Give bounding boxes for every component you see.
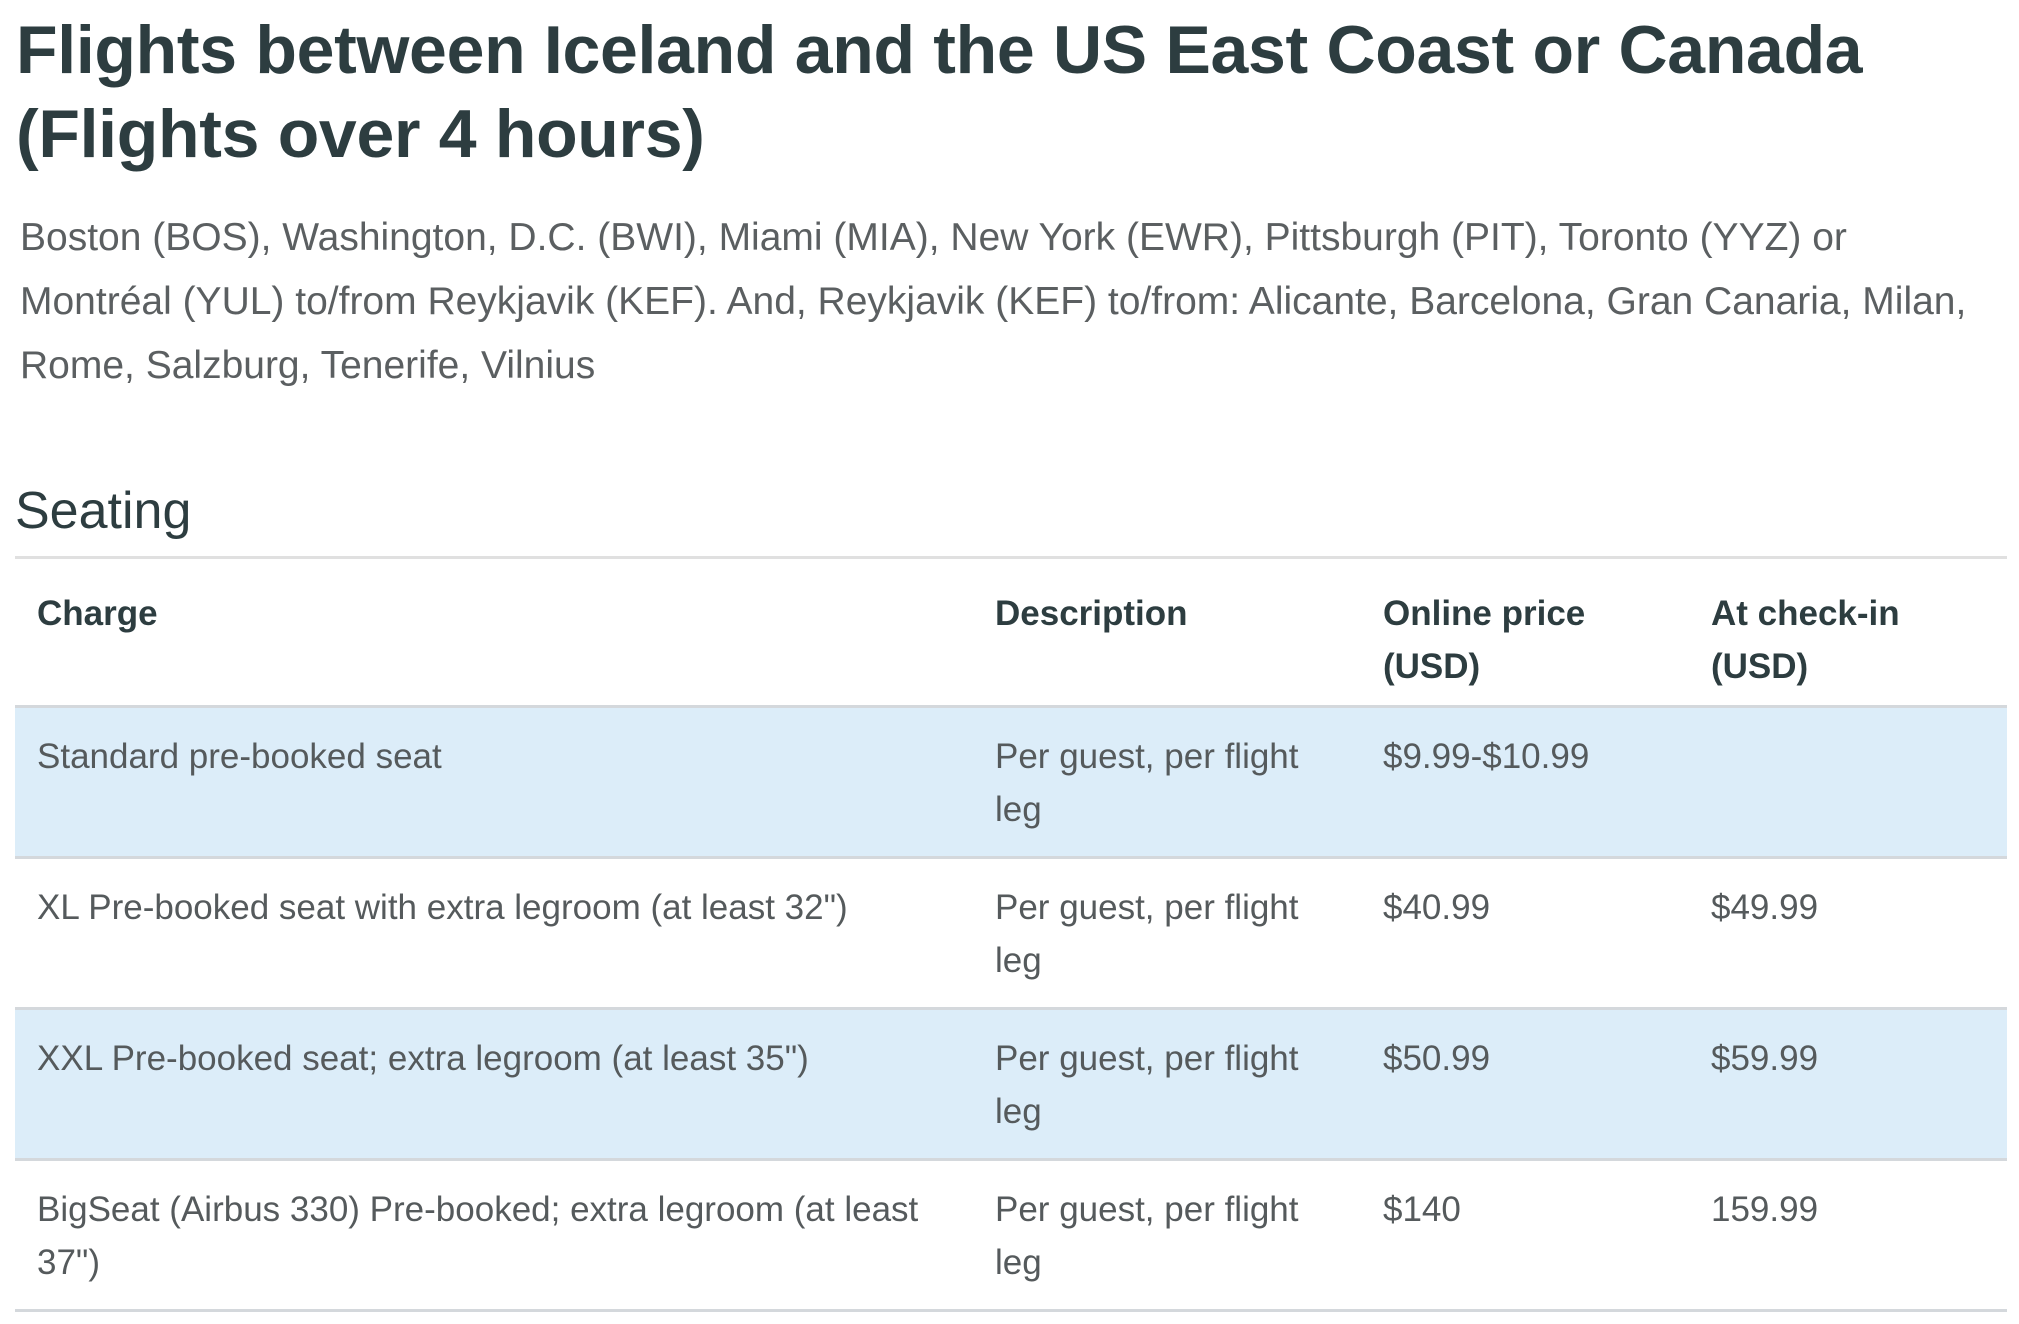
cell-description: Per guest, per flight leg xyxy=(995,737,1299,829)
cell-online-price: $9.99-$10.99 xyxy=(1383,737,1590,776)
route-description: Boston (BOS), Washington, D.C. (BWI), Mi… xyxy=(20,216,1967,387)
cell-charge: XXL Pre-booked seat; extra legroom (at l… xyxy=(37,1039,809,1078)
cell-charge: Standard pre-booked seat xyxy=(37,737,442,776)
table-row: XXL Pre-booked seat; extra legroom (at l… xyxy=(15,1008,2007,1160)
cell-charge: BigSeat (Airbus 330) Pre-booked; extra l… xyxy=(37,1190,919,1282)
seating-fees-table: Charge Description Online price (USD) At… xyxy=(15,556,2007,1312)
cell-at-checkin xyxy=(1689,707,2007,858)
cell-online-price: $40.99 xyxy=(1383,888,1491,927)
cell-at-checkin: 159.99 xyxy=(1711,1190,1819,1229)
page-title: Flights between Iceland and the US East … xyxy=(16,12,1863,172)
column-header-charge: Charge xyxy=(37,594,158,633)
cell-online-price: $140 xyxy=(1383,1190,1461,1229)
seating-heading: Seating xyxy=(15,482,192,540)
cell-at-checkin: $49.99 xyxy=(1711,888,1819,927)
cell-description: Per guest, per flight leg xyxy=(995,1039,1299,1131)
column-header-at-checkin: At check-in (USD) xyxy=(1711,594,1900,686)
cell-description: Per guest, per flight leg xyxy=(995,1190,1299,1282)
table-header-row: Charge Description Online price (USD) At… xyxy=(15,557,2007,707)
table-row: Standard pre-booked seat Per guest, per … xyxy=(15,706,2007,858)
table-row: XL Pre-booked seat with extra legroom (a… xyxy=(15,858,2007,1009)
table-row: BigSeat (Airbus 330) Pre-booked; extra l… xyxy=(15,1160,2007,1311)
cell-charge: XL Pre-booked seat with extra legroom (a… xyxy=(37,888,848,927)
cell-online-price: $50.99 xyxy=(1383,1039,1491,1078)
column-header-description: Description xyxy=(995,594,1188,633)
cell-description: Per guest, per flight leg xyxy=(995,888,1299,980)
column-header-online-price: Online price (USD) xyxy=(1383,594,1586,686)
cell-at-checkin: $59.99 xyxy=(1711,1039,1819,1078)
